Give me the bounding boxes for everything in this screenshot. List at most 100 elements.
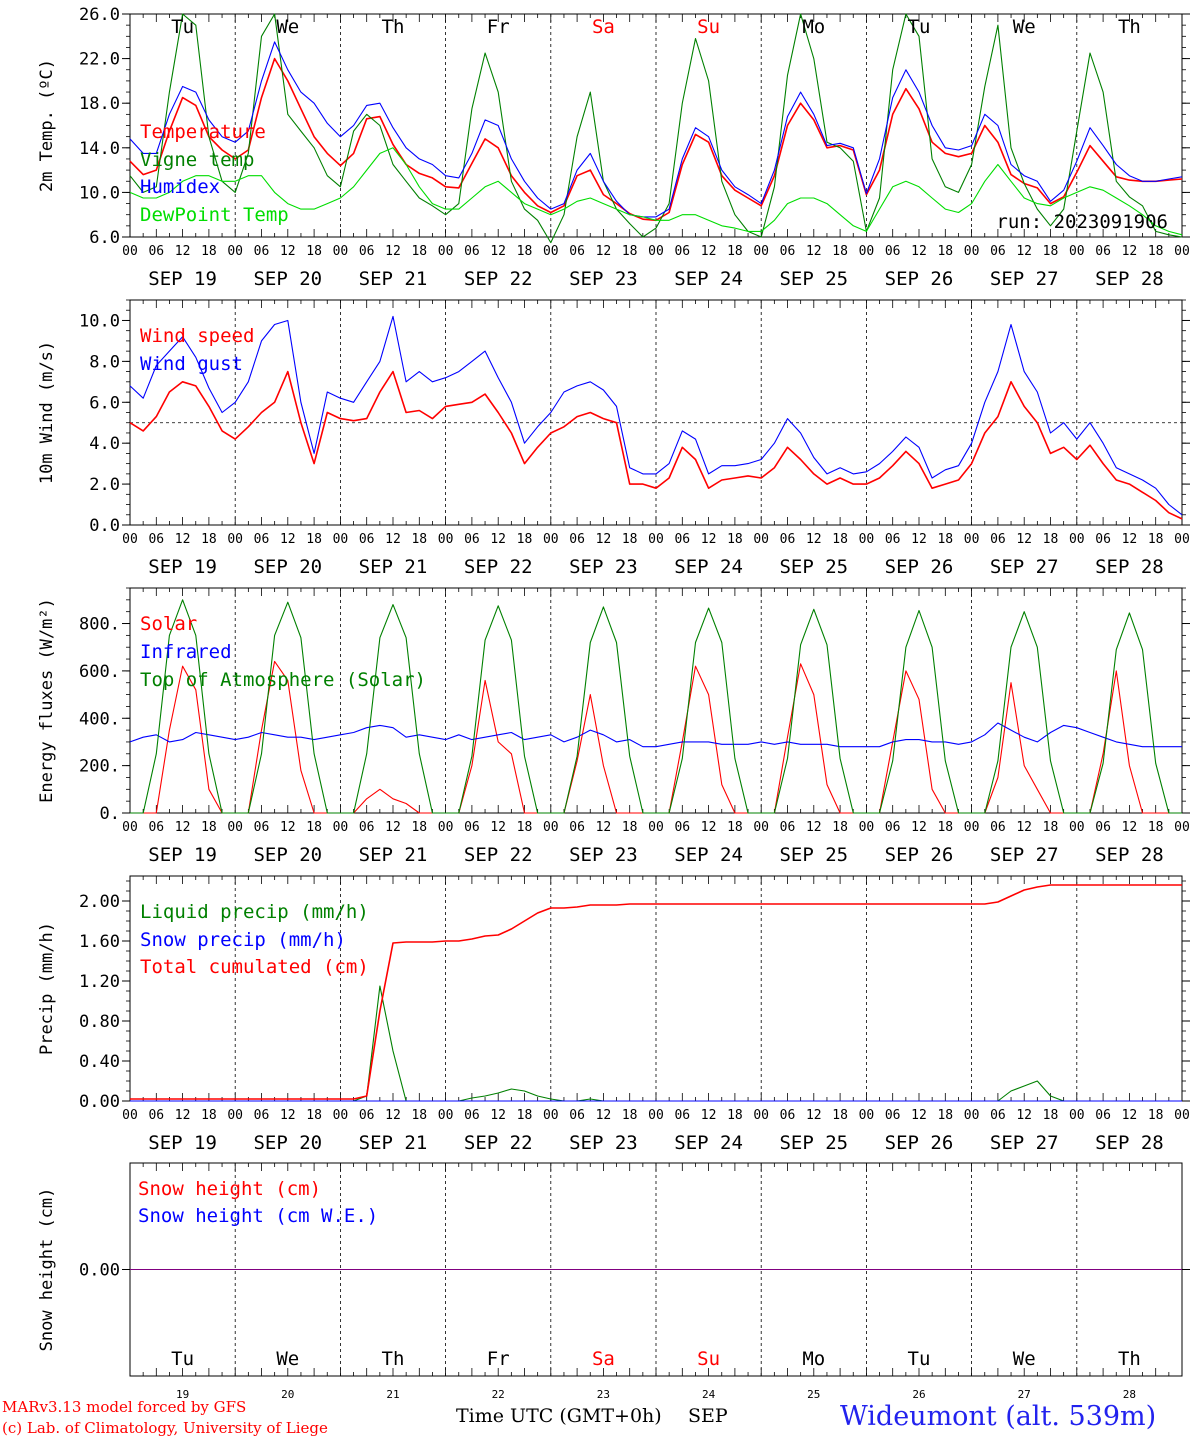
x-hour-label: 12 — [490, 532, 506, 547]
x-hour-label: 12 — [806, 820, 822, 835]
day-name-label: Tu — [908, 1348, 931, 1370]
y-axis-label: Precip (mm/h) — [37, 922, 57, 1055]
x-hour-label: 12 — [596, 532, 612, 547]
x-hour-label: 06 — [254, 1108, 270, 1123]
day-name-label: Mo — [802, 16, 825, 38]
x-hour-label: 18 — [201, 532, 217, 547]
x-hour-label: 12 — [175, 244, 191, 259]
x-hour-label: 06 — [990, 532, 1006, 547]
y-tick-label: 1.60 — [79, 932, 120, 952]
x-hour-label: 00 — [227, 244, 243, 259]
x-date-label: SEP 22 — [464, 844, 533, 866]
x-hour-label: 06 — [359, 820, 375, 835]
month-label: SEP — [688, 1405, 728, 1427]
y-tick-label: 10.0 — [79, 183, 120, 203]
x-hour-label: 12 — [280, 244, 296, 259]
legend-entry: Snow precip (mm/h) — [140, 929, 346, 951]
x-hour-label: 18 — [622, 532, 638, 547]
day-number-label: 22 — [492, 1388, 505, 1401]
x-hour-label: 12 — [175, 532, 191, 547]
panel-3: 0. 200. 400. 600. 800. Energy fluxes (W/m²) So… — [37, 587, 1190, 866]
x-hour-label: 18 — [727, 820, 743, 835]
day-name-label: Th — [1118, 16, 1141, 38]
x-hour-label: 12 — [175, 1108, 191, 1123]
y-tick-label: 0.00 — [79, 1092, 120, 1112]
day-name-label: We — [276, 16, 299, 38]
day-number-label: 23 — [597, 1388, 610, 1401]
day-name-label: Th — [382, 16, 405, 38]
day-number-label: 19 — [176, 1388, 189, 1401]
series-line-wind-speed — [129, 370, 1183, 520]
x-hour-label: 00 — [333, 532, 349, 547]
legend-entry: Vigne temp — [140, 149, 254, 171]
x-date-label: SEP 23 — [569, 844, 638, 866]
x-hour-label: 12 — [1016, 1108, 1032, 1123]
panel-4: 0.00 0.40 0.80 1.20 1.60 2.00 Precip (mm/h) Liq… — [37, 875, 1190, 1154]
y-tick-label: 14.0 — [79, 139, 120, 159]
x-date-label: SEP 19 — [148, 268, 217, 290]
x-hour-label: 12 — [911, 244, 927, 259]
day-name-label: Tu — [171, 1348, 194, 1370]
day-name-label: Th — [382, 1348, 405, 1370]
x-hour-label: 00 — [753, 1108, 769, 1123]
x-hour-label: 00 — [648, 1108, 664, 1123]
y-tick-label: 6.0 — [89, 393, 120, 413]
x-hour-label: 06 — [359, 532, 375, 547]
x-hour-label: 00 — [122, 244, 138, 259]
x-date-label: SEP 21 — [359, 268, 428, 290]
run-label: run: 2023091906 — [996, 211, 1168, 233]
x-hour-label: 00 — [1069, 244, 1085, 259]
x-hour-label: 18 — [517, 532, 533, 547]
x-hour-label: 18 — [727, 1108, 743, 1123]
x-hour-label: 06 — [885, 244, 901, 259]
series-line-humidex — [129, 41, 1183, 218]
x-hour-label: 06 — [464, 244, 480, 259]
x-hour-label: 06 — [359, 1108, 375, 1123]
x-hour-label: 12 — [385, 532, 401, 547]
x-date-label: SEP 26 — [885, 1132, 954, 1154]
y-tick-label: 200. — [79, 757, 120, 777]
day-name-label: Tu — [171, 16, 194, 38]
x-hour-label: 12 — [806, 244, 822, 259]
credit-line-2: (c) Lab. of Climatology, University of L… — [2, 1419, 328, 1437]
y-tick-label: 22.0 — [79, 50, 120, 70]
x-hour-label: 18 — [411, 820, 427, 835]
x-hour-label: 00 — [122, 820, 138, 835]
x-hour-label: 06 — [674, 820, 690, 835]
x-hour-label: 00 — [1174, 244, 1190, 259]
x-hour-label: 00 — [438, 820, 454, 835]
y-axis-label: Energy fluxes (W/m²) — [37, 598, 57, 803]
y-tick-label: 400. — [79, 709, 120, 729]
x-hour-label: 00 — [859, 820, 875, 835]
legend-entry: Total cumulated (cm) — [140, 956, 369, 978]
y-tick-label: 800. — [79, 615, 120, 635]
x-hour-label: 00 — [964, 1108, 980, 1123]
x-hour-label: 00 — [122, 1108, 138, 1123]
x-hour-label: 12 — [1122, 1108, 1138, 1123]
x-hour-label: 18 — [622, 244, 638, 259]
x-date-label: SEP 19 — [148, 1132, 217, 1154]
y-tick-label: 0.00 — [79, 1261, 120, 1281]
x-hour-label: 18 — [306, 244, 322, 259]
y-tick-label: 4.0 — [89, 434, 120, 454]
x-hour-label: 00 — [122, 532, 138, 547]
day-name-label: Th — [1118, 1348, 1141, 1370]
x-hour-label: 18 — [622, 820, 638, 835]
x-hour-label: 06 — [148, 1108, 164, 1123]
y-tick-label: 600. — [79, 662, 120, 682]
x-date-label: SEP 27 — [990, 844, 1059, 866]
y-tick-label: 0.80 — [79, 1012, 120, 1032]
x-hour-label: 06 — [569, 532, 585, 547]
x-hour-label: 06 — [359, 244, 375, 259]
x-hour-label: 18 — [306, 532, 322, 547]
day-name-label: Su — [697, 1348, 720, 1370]
x-hour-label: 12 — [911, 532, 927, 547]
x-hour-label: 06 — [569, 1108, 585, 1123]
x-hour-label: 18 — [727, 532, 743, 547]
x-hour-label: 06 — [674, 244, 690, 259]
x-date-label: SEP 19 — [148, 556, 217, 578]
legend-entry: Solar — [140, 613, 197, 635]
x-date-label: SEP 22 — [464, 556, 533, 578]
legend-entry: Liquid precip (mm/h) — [140, 901, 369, 923]
x-hour-label: 06 — [780, 532, 796, 547]
